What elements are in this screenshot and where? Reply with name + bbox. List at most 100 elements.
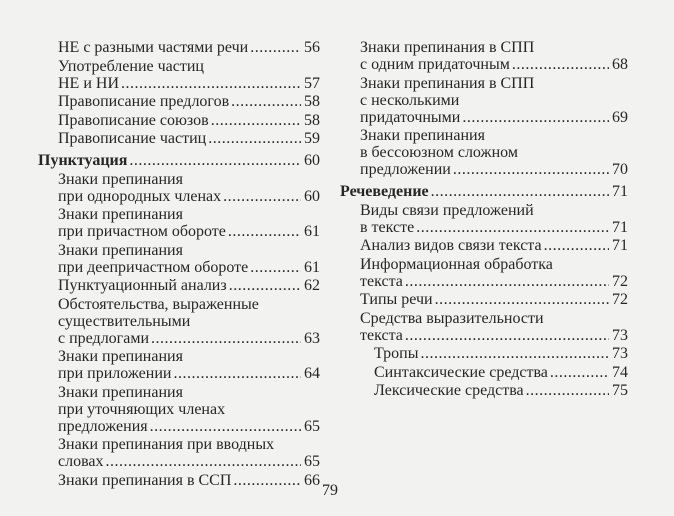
- entry-title-line: существительными: [58, 312, 191, 330]
- dot-leader: [121, 75, 301, 92]
- entry-title-line: словах: [58, 453, 104, 470]
- entry-page-number: 72: [612, 291, 628, 308]
- toc-entry: Тропы 73: [340, 345, 628, 362]
- entry-page-number: 70: [612, 161, 628, 178]
- entry-page-number: 64: [304, 365, 320, 382]
- dot-leader: [229, 277, 301, 294]
- toc-entry: Знаки препинания при уточняющих членах пре…: [38, 384, 320, 435]
- entry-title-line: Правописание предлогов: [58, 93, 230, 110]
- entry-page-number: 58: [304, 93, 320, 110]
- entry-page-number: 71: [612, 218, 628, 236]
- entry-title-line: Типы речи: [360, 291, 433, 308]
- toc-entry: Знаки препинания в бессоюзном сложном пред…: [340, 127, 628, 178]
- toc-entry: Знаки препинания в СПП с несколькими прида…: [340, 75, 628, 126]
- entry-page-number: 61: [304, 223, 320, 240]
- entry-title-line: в бессоюзном сложном: [360, 144, 518, 161]
- entry-title-line: придаточными: [360, 108, 461, 126]
- dot-leader: [211, 112, 301, 129]
- entry-page-number: 71: [612, 237, 628, 254]
- toc-section-entry: Пунктуация 60: [38, 152, 320, 169]
- entry-title-line: Употребление частиц: [58, 57, 204, 75]
- entry-page-number: 66: [304, 471, 320, 489]
- entry-page-number: 57: [304, 74, 320, 92]
- dot-leader: [526, 382, 609, 399]
- toc-entry: Синтаксические средства 74: [340, 364, 628, 381]
- entry-title-line: Пунктуация: [38, 152, 128, 169]
- dot-leader: [512, 56, 609, 73]
- dot-leader: [550, 364, 609, 381]
- toc-entry: Пунктуационный анализ 62: [38, 277, 320, 294]
- entry-title-line: Синтаксические средства: [374, 363, 548, 381]
- dot-leader: [228, 223, 301, 240]
- entry-title-line: Знаки препинания: [58, 170, 183, 188]
- entry-title-line: НЕ с разными частями речи: [58, 39, 249, 56]
- dot-leader: [431, 183, 609, 200]
- toc-entry: Знаки препинания в СПП с одним придаточны…: [340, 39, 628, 73]
- toc-entry: Правописание союзов 58: [38, 112, 320, 129]
- entry-title-line: Лексические средства: [374, 382, 524, 399]
- dot-leader: [250, 259, 301, 276]
- dot-leader: [173, 365, 301, 382]
- entry-page-number: 61: [304, 258, 320, 276]
- dot-leader: [150, 418, 301, 435]
- dot-leader: [231, 93, 301, 110]
- entry-title-line: предложения: [58, 417, 148, 435]
- entry-title-line: Знаки препинания в ССП: [58, 471, 232, 489]
- entry-title-line: текста: [360, 272, 403, 290]
- dot-leader: [223, 188, 301, 205]
- entry-title-line: Обстоятельства, выраженные: [58, 295, 259, 313]
- entry-title-line: с предлогами: [58, 329, 150, 347]
- toc-entry: Правописание предлогов 58: [38, 93, 320, 110]
- entry-page-number: 63: [304, 329, 320, 347]
- toc-right-column: Знаки препинания в СПП с одним придаточны…: [340, 39, 628, 401]
- dot-leader: [151, 330, 301, 347]
- entry-page-number: 60: [304, 152, 320, 169]
- toc-entry: Правописание частиц 59: [38, 130, 320, 147]
- entry-title-line: с несколькими: [360, 91, 460, 109]
- entry-title-line: Тропы: [374, 345, 419, 362]
- dot-leader: [405, 327, 609, 344]
- entry-page-number: 56: [304, 39, 320, 56]
- entry-title-line: Средства выразительности: [360, 309, 544, 327]
- dot-leader: [405, 273, 609, 290]
- toc-entry: Анализ видов связи текста 71: [340, 237, 628, 254]
- toc-entry: Знаки препинания в ССП 66: [38, 472, 320, 489]
- entry-page-number: 71: [612, 183, 628, 200]
- toc-entry: Лексические средства 75: [340, 382, 628, 399]
- toc-entry: Знаки препинания при деепричастном оборот…: [38, 242, 320, 276]
- entry-page-number: 74: [612, 363, 628, 381]
- entry-title-line: Знаки препинания в СПП: [360, 39, 535, 56]
- entry-title-line: Знаки препинания: [58, 383, 183, 401]
- entry-title-line: Правописание частиц: [58, 130, 207, 147]
- dot-leader: [453, 161, 609, 178]
- dot-leader: [208, 130, 301, 147]
- entry-page-number: 59: [304, 130, 320, 147]
- dot-leader: [462, 109, 609, 126]
- toc-entry: НЕ с разными частями речи 56: [38, 39, 320, 56]
- entry-title-line: Знаки препинания в СПП: [360, 74, 535, 92]
- page-number: 79: [322, 482, 338, 499]
- entry-title-line: при деепричастном обороте: [58, 258, 249, 276]
- entry-title-line: Правописание союзов: [58, 111, 209, 129]
- entry-page-number: 73: [612, 326, 628, 344]
- dot-leader: [544, 237, 609, 254]
- entry-title-line: при уточняющих членах: [58, 400, 226, 418]
- entry-title-line: Знаки препинания при вводных: [58, 436, 275, 453]
- entry-title-line: Анализ видов связи текста: [360, 237, 542, 254]
- dot-leader: [106, 453, 301, 470]
- entry-title-line: текста: [360, 326, 403, 344]
- entry-title-line: при однородных членах: [58, 187, 222, 205]
- entry-title-line: в тексте: [360, 218, 415, 236]
- entry-page-number: 60: [304, 187, 320, 205]
- entry-title-line: Знаки препинания: [360, 127, 485, 144]
- dot-leader: [416, 219, 609, 236]
- dot-leader: [129, 152, 301, 169]
- entry-page-number: 62: [304, 277, 320, 294]
- entry-title-line: Знаки препинания: [58, 206, 183, 223]
